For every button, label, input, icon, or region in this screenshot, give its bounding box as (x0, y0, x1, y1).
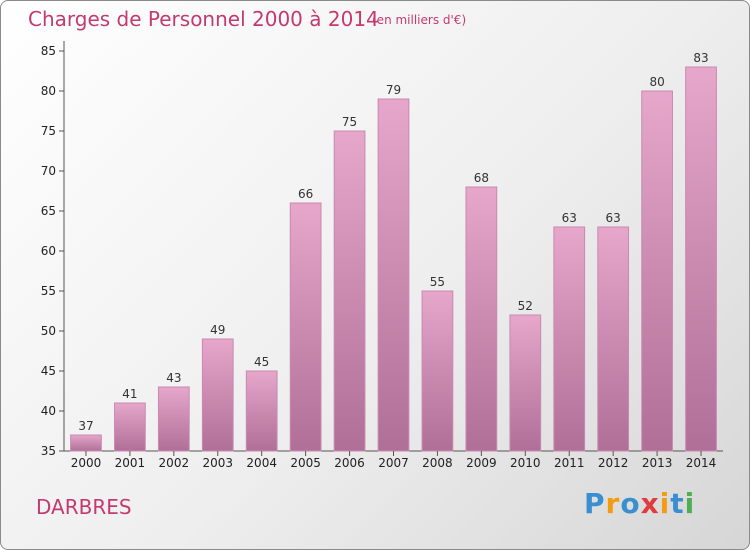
y-tick-label: 65 (41, 204, 56, 218)
y-tick-label: 40 (41, 404, 56, 418)
x-tick-labels: 2000 2001 2002 2003 2004 2005 2006 2007 2008 2009… (71, 451, 717, 470)
data-label: 55 (430, 275, 445, 289)
logo-letter: r (605, 487, 621, 520)
x-tick-label: 2003 (202, 456, 233, 470)
bar (70, 434, 102, 452)
bar (465, 186, 498, 452)
y-tick-label: 45 (41, 364, 56, 378)
data-label: 63 (562, 211, 577, 225)
data-label: 83 (693, 51, 708, 65)
logo-letter: i (684, 487, 696, 520)
data-label: 63 (606, 211, 621, 225)
data-label: 45 (254, 355, 269, 369)
y-tick-labels: 35 40 45 50 55 60 65 70 75 80 85 (41, 44, 64, 458)
logo-letter: i (659, 487, 671, 520)
x-tick-label: 2010 (510, 456, 541, 470)
data-labels: 37 41 43 49 45 66 75 79 55 68 52 63 63 80 83 (78, 51, 708, 433)
bar (685, 66, 717, 452)
x-tick-label: 2014 (686, 456, 717, 470)
bar (509, 314, 542, 452)
x-tick-label: 2000 (71, 456, 102, 470)
chart-title: Charges de Personnel 2000 à 2014 (28, 7, 379, 31)
x-tick-label: 2007 (378, 456, 409, 470)
x-tick-label: 2012 (598, 456, 629, 470)
bar (421, 290, 454, 452)
x-tick-label: 2005 (290, 456, 321, 470)
chart-subtitle: (en milliers d'€) (372, 13, 467, 27)
data-label: 52 (518, 299, 533, 313)
y-tick-label: 70 (41, 164, 56, 178)
logo-letter: x (640, 487, 660, 520)
x-tick-label: 2009 (466, 456, 497, 470)
bar (641, 90, 673, 452)
x-tick-label: 2001 (115, 456, 146, 470)
y-tick-label: 60 (41, 244, 56, 258)
bar (114, 402, 146, 452)
chart-bars (70, 66, 717, 452)
bar (553, 226, 586, 452)
bar (289, 202, 322, 452)
y-tick-label: 80 (41, 84, 56, 98)
data-label: 80 (649, 75, 664, 89)
x-tick-label: 2002 (159, 456, 190, 470)
y-tick-label: 55 (41, 284, 56, 298)
proxiti-logo: Proxiti (584, 487, 695, 520)
x-tick-label: 2008 (422, 456, 453, 470)
data-label: 49 (210, 323, 225, 337)
y-tick-label: 50 (41, 324, 56, 338)
data-label: 43 (166, 371, 181, 385)
location-name: DARBRES (36, 495, 132, 519)
x-tick-label: 2004 (246, 456, 277, 470)
bar (377, 98, 410, 452)
bar (157, 386, 190, 452)
bar (597, 226, 630, 452)
x-tick-label: 2011 (554, 456, 585, 470)
logo-letter: t (670, 487, 685, 520)
y-tick-label: 35 (41, 444, 56, 458)
data-label: 75 (342, 115, 357, 129)
bar (245, 370, 278, 452)
y-tick-label: 85 (41, 44, 56, 58)
logo-letter: P (584, 487, 606, 520)
y-tick-label: 75 (41, 124, 56, 138)
bar (333, 130, 366, 452)
data-label: 37 (78, 419, 93, 433)
data-label: 79 (386, 83, 401, 97)
bar (201, 338, 234, 452)
x-tick-label: 2006 (334, 456, 365, 470)
data-label: 68 (474, 171, 489, 185)
data-label: 41 (122, 387, 137, 401)
x-tick-label: 2013 (642, 456, 673, 470)
logo-letter: o (620, 487, 641, 520)
data-label: 66 (298, 187, 313, 201)
